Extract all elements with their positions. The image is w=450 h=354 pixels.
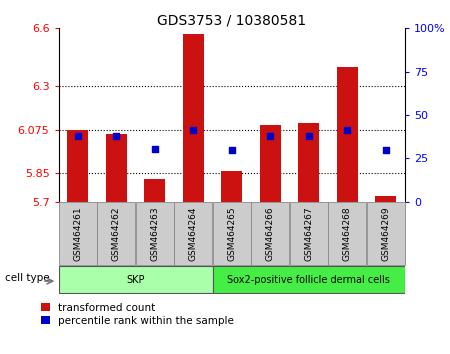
Title: GDS3753 / 10380581: GDS3753 / 10380581 bbox=[157, 13, 306, 27]
Text: GSM464263: GSM464263 bbox=[150, 206, 159, 261]
Point bbox=[74, 133, 81, 139]
Bar bbox=[183, 34, 204, 202]
FancyBboxPatch shape bbox=[175, 202, 212, 265]
Point bbox=[344, 127, 351, 132]
Text: GSM464269: GSM464269 bbox=[381, 206, 390, 261]
Point bbox=[305, 133, 312, 139]
Text: GSM464266: GSM464266 bbox=[266, 206, 275, 261]
Bar bbox=[298, 123, 320, 202]
Text: GSM464265: GSM464265 bbox=[227, 206, 236, 261]
FancyBboxPatch shape bbox=[212, 266, 405, 293]
Point bbox=[112, 133, 120, 139]
Point bbox=[228, 147, 235, 153]
Point bbox=[267, 133, 274, 139]
FancyBboxPatch shape bbox=[213, 202, 251, 265]
Point bbox=[151, 146, 158, 152]
Text: GSM464264: GSM464264 bbox=[189, 206, 198, 261]
Text: GSM464268: GSM464268 bbox=[343, 206, 352, 261]
Bar bbox=[144, 179, 165, 202]
Bar bbox=[260, 125, 281, 202]
Text: GSM464267: GSM464267 bbox=[304, 206, 313, 261]
Text: GSM464261: GSM464261 bbox=[73, 206, 82, 261]
FancyBboxPatch shape bbox=[136, 202, 174, 265]
FancyBboxPatch shape bbox=[97, 202, 135, 265]
Bar bbox=[221, 171, 243, 202]
Text: GSM464262: GSM464262 bbox=[112, 206, 121, 261]
Bar bbox=[375, 196, 396, 202]
FancyBboxPatch shape bbox=[367, 202, 405, 265]
FancyBboxPatch shape bbox=[290, 202, 328, 265]
FancyBboxPatch shape bbox=[252, 202, 289, 265]
Legend: transformed count, percentile rank within the sample: transformed count, percentile rank withi… bbox=[41, 303, 234, 326]
Text: SKP: SKP bbox=[126, 275, 145, 285]
FancyBboxPatch shape bbox=[328, 202, 366, 265]
Bar bbox=[106, 134, 127, 202]
Point bbox=[189, 127, 197, 132]
Text: cell type: cell type bbox=[4, 273, 50, 283]
Point bbox=[382, 147, 389, 153]
FancyBboxPatch shape bbox=[59, 202, 97, 265]
FancyBboxPatch shape bbox=[58, 266, 212, 293]
Bar bbox=[67, 130, 88, 202]
Text: Sox2-positive follicle dermal cells: Sox2-positive follicle dermal cells bbox=[227, 275, 390, 285]
Bar bbox=[337, 67, 358, 202]
